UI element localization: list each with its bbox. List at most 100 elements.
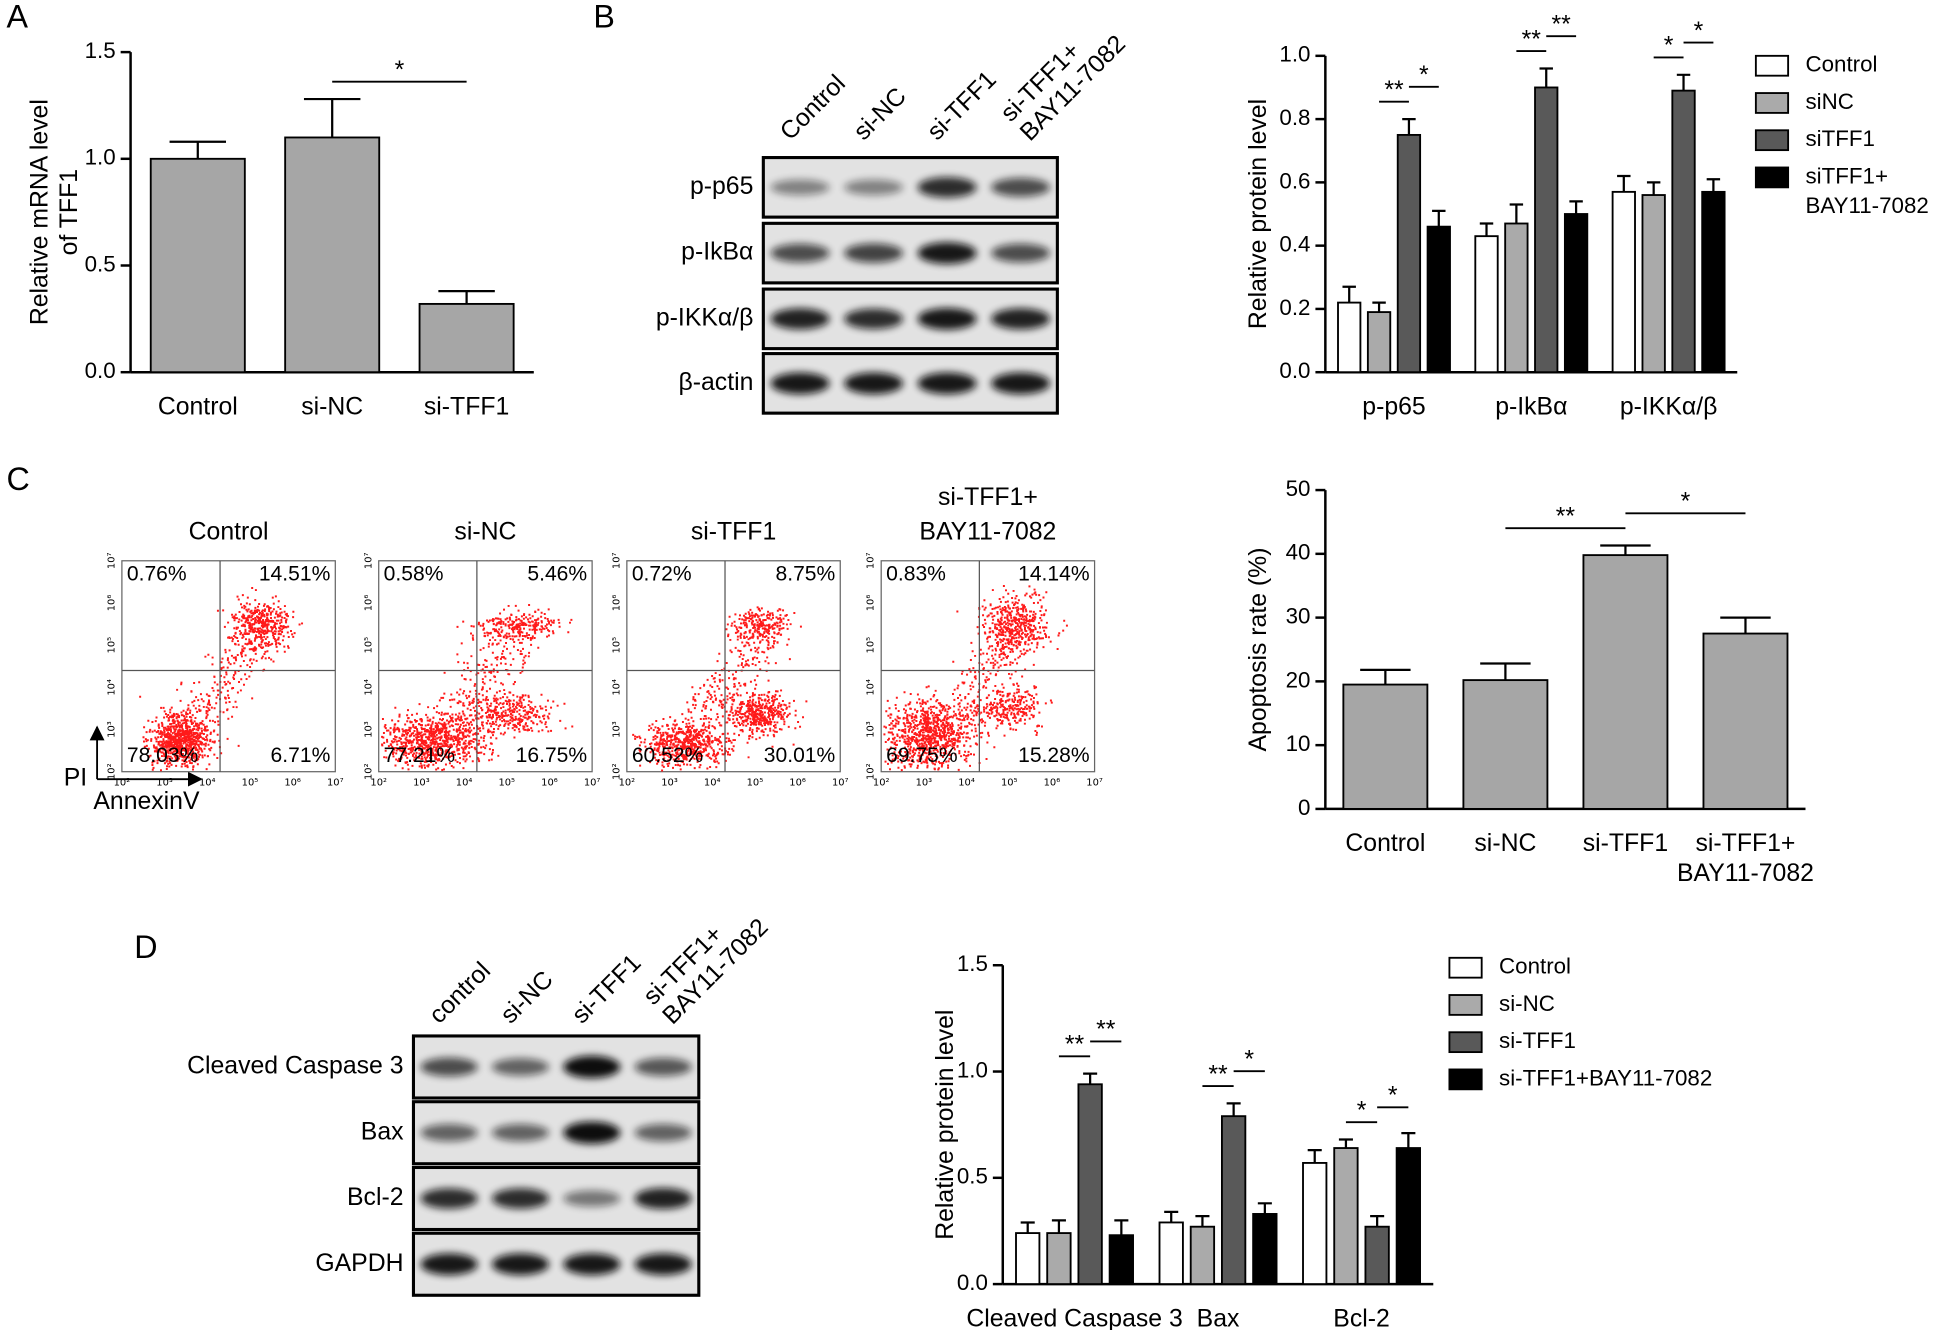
legend-label: si-NC [1499, 991, 1555, 1016]
bar [1189, 1225, 1216, 1286]
error-bar [1338, 1138, 1353, 1149]
blot-band [420, 1188, 478, 1209]
y-tick-label: 10⁷ [363, 552, 374, 569]
y-tick-label: 0.0 [957, 1270, 988, 1295]
bar [1108, 1234, 1134, 1286]
bar [1701, 190, 1726, 374]
bar [1563, 213, 1589, 374]
significance-label: * [1357, 1097, 1367, 1124]
blot-band [844, 179, 903, 196]
y-tick-label: 0.8 [1279, 105, 1310, 130]
error-bar [1479, 222, 1494, 237]
x-tick-label: 10⁷ [584, 777, 601, 788]
panel-label: A [7, 0, 29, 34]
event-cloud [139, 586, 304, 772]
y-tick-label: 0.5 [957, 1164, 988, 1189]
blot-band [563, 1190, 621, 1207]
row-label: Bcl-2 [347, 1184, 404, 1211]
y-tick-label: 10⁶ [106, 595, 117, 612]
x-tick-label: 10⁴ [456, 777, 473, 788]
x-tick-label: Bax [1197, 1305, 1240, 1330]
error-bar [1114, 1219, 1129, 1236]
error-bar [169, 140, 227, 159]
y-tick-label: 10 [1286, 731, 1311, 756]
legend-swatch [1448, 956, 1483, 979]
row-label: β-actin [678, 369, 753, 396]
error-bar [1432, 209, 1446, 227]
y-tick-label: 1.5 [957, 951, 988, 976]
bar [1462, 679, 1549, 810]
blot-band [420, 1253, 478, 1276]
bar [284, 136, 381, 374]
blot-band [917, 242, 977, 264]
bar [1395, 1147, 1421, 1286]
y-tick-label: 10⁴ [363, 679, 374, 696]
y-tick-label: 10⁷ [611, 552, 622, 569]
x-tick-label: 10³ [413, 777, 430, 788]
quadrant-percent: 15.28% [1018, 744, 1090, 767]
y-tick-label: 10⁵ [866, 637, 877, 654]
error-bar [1600, 544, 1651, 556]
y-tick-label: 30 [1286, 604, 1311, 629]
blot-band [991, 372, 1051, 395]
y-tick-label: 0.2 [1279, 295, 1310, 320]
legend-label: Control [1499, 954, 1571, 979]
flow-title: Control [189, 519, 269, 546]
x-tick-label: p-IkBα [1495, 393, 1567, 420]
bar [1611, 190, 1636, 374]
event-cloud [632, 606, 808, 772]
error-bar [1401, 1132, 1416, 1149]
blot-band [420, 1057, 478, 1077]
error-bar [1617, 174, 1631, 192]
x-tick-label: Cleaved Caspase 3 [966, 1305, 1182, 1330]
y-tick-label: 10⁵ [106, 637, 117, 654]
event-cloud [381, 603, 574, 771]
legend-swatch [1754, 129, 1790, 152]
blot-band [844, 308, 903, 330]
x-tick-label: 10⁶ [541, 777, 558, 788]
error-bar [1020, 1221, 1035, 1234]
error-bar [1342, 285, 1356, 303]
y-tick-label: 10⁶ [363, 595, 374, 612]
bar [418, 302, 515, 374]
bar [149, 157, 246, 374]
x-tick-label: 10³ [156, 777, 173, 788]
bar [1333, 1147, 1359, 1286]
error-bar [438, 289, 495, 304]
blot-band [634, 1253, 692, 1276]
significance-label: * [1681, 489, 1691, 516]
y-axis-label: PI [64, 764, 87, 791]
legend-label: Control [1805, 52, 1877, 77]
error-bar [1509, 203, 1524, 224]
error-bar [1226, 1102, 1241, 1117]
x-tick-label: 10² [873, 777, 890, 788]
blot-band [634, 1057, 692, 1076]
y-tick-label: 0.5 [85, 251, 116, 276]
panel-label: C [7, 461, 30, 497]
legend-swatch [1754, 92, 1790, 114]
y-tick-label: 0.6 [1279, 168, 1310, 193]
quadrant-percent: 78.03% [127, 744, 198, 767]
x-tick-label: 10⁵ [747, 777, 764, 788]
quadrant-percent: 6.71% [271, 744, 331, 767]
flow-title: si-TFF1+ BAY11-7082 [919, 484, 1056, 546]
significance-label: * [1419, 62, 1429, 89]
legend-swatch [1448, 994, 1483, 1016]
x-tick-label: 10⁷ [327, 777, 344, 788]
legend-label: si-TFF1+BAY11-7082 [1499, 1065, 1712, 1090]
bar [1046, 1232, 1072, 1286]
quadrant-percent: 14.51% [259, 563, 331, 586]
blot-band [917, 177, 977, 198]
error-bar [1195, 1214, 1210, 1227]
blot-band [770, 372, 830, 395]
y-tick-label: 10⁴ [106, 679, 117, 696]
x-tick-label: 10⁶ [284, 777, 301, 788]
blot-band [563, 1121, 621, 1144]
row-label: Bax [361, 1118, 404, 1145]
x-axis-label: AnnexinV [93, 788, 200, 815]
error-bar [1402, 117, 1416, 135]
blot-band [491, 1253, 550, 1276]
quadrant-percent: 0.76% [127, 563, 187, 586]
blot-band [770, 179, 830, 196]
y-tick-label: 20 [1286, 667, 1311, 692]
